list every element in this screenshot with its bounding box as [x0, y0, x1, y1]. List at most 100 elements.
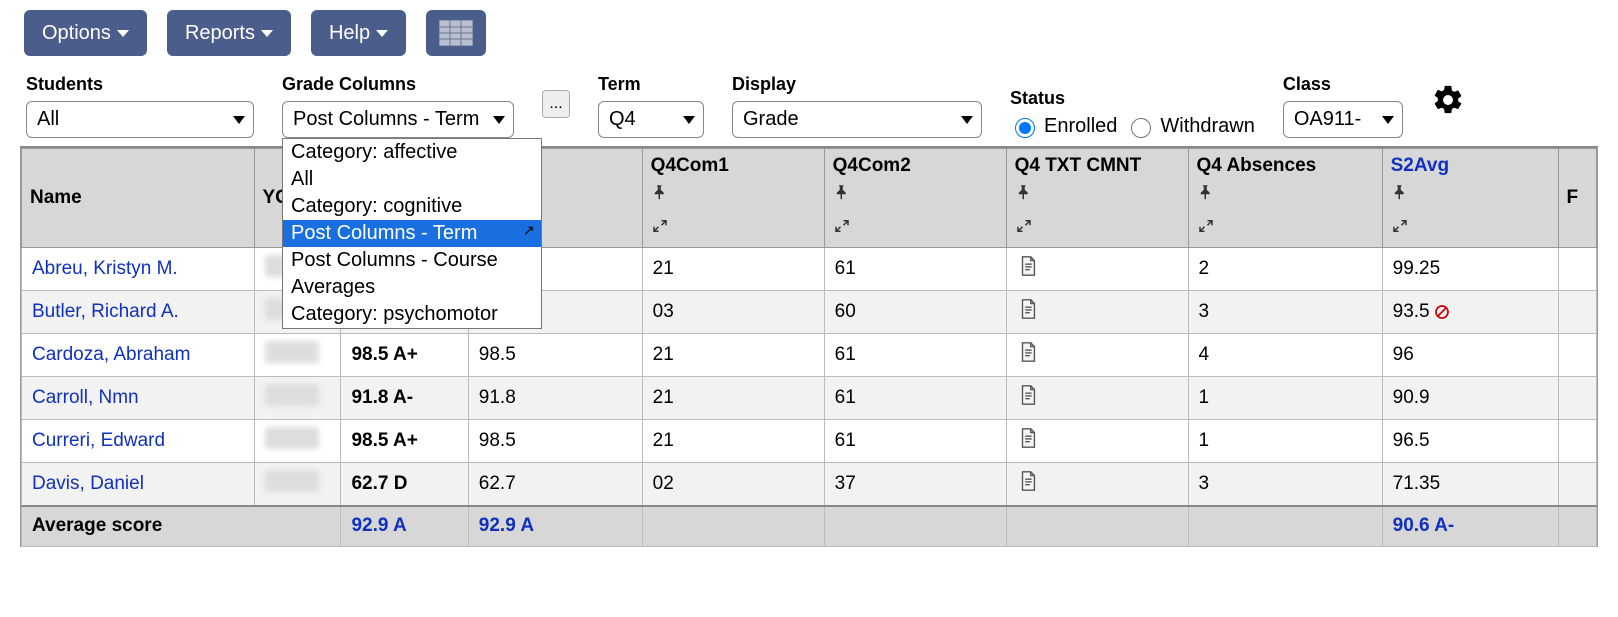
expand-icon[interactable]: [833, 217, 998, 241]
student-link[interactable]: Butler, Richard A.: [32, 301, 179, 322]
student-link[interactable]: Abreu, Kristyn M.: [32, 258, 178, 279]
grade-columns-option[interactable]: Category: psychomotor: [283, 301, 541, 328]
student-link[interactable]: Carroll, Nmn: [32, 387, 139, 408]
col-last[interactable]: F: [1558, 149, 1596, 248]
redacted-value: [265, 341, 319, 363]
cell-txtcmnt[interactable]: [1006, 291, 1188, 334]
cell-s2avg[interactable]: 96: [1382, 334, 1558, 377]
pin-icon[interactable]: [1391, 183, 1550, 207]
cell-com2[interactable]: 61: [824, 334, 1006, 377]
cell-absences[interactable]: 3: [1188, 291, 1382, 334]
expand-icon[interactable]: [1391, 217, 1550, 241]
cell-absences[interactable]: 4: [1188, 334, 1382, 377]
cell-absences[interactable]: 1: [1188, 420, 1382, 463]
pin-icon[interactable]: [1015, 183, 1180, 207]
cell-grade[interactable]: 98.5: [468, 420, 642, 463]
document-icon[interactable]: [1017, 305, 1039, 326]
document-icon[interactable]: [1017, 434, 1039, 455]
cell-com2[interactable]: 60: [824, 291, 1006, 334]
grade-columns-select[interactable]: Post Columns - Term: [282, 101, 514, 138]
expand-icon[interactable]: [1015, 217, 1180, 241]
col-q4txtcmnt[interactable]: Q4 TXT CMNT: [1006, 149, 1188, 248]
students-select[interactable]: All: [26, 101, 254, 138]
cell-last[interactable]: [1558, 420, 1596, 463]
col-q4com2[interactable]: Q4Com2: [824, 149, 1006, 248]
grade-columns-option[interactable]: Category: cognitive: [283, 193, 541, 220]
term-select[interactable]: Q4: [598, 101, 704, 138]
cell-s2avg[interactable]: 99.25: [1382, 248, 1558, 291]
status-label: Status: [1010, 88, 1255, 109]
cell-txtcmnt[interactable]: [1006, 377, 1188, 420]
cell-last[interactable]: [1558, 248, 1596, 291]
grade-columns-option[interactable]: Averages: [283, 274, 541, 301]
grade-columns-more-button[interactable]: ...: [542, 90, 570, 118]
grade-columns-value: Post Columns - Term: [293, 108, 479, 130]
cell-com2[interactable]: 61: [824, 248, 1006, 291]
pin-icon[interactable]: [1197, 183, 1374, 207]
cell-s2avg[interactable]: 90.9: [1382, 377, 1558, 420]
cell-txtcmnt[interactable]: [1006, 420, 1188, 463]
cell-last[interactable]: [1558, 291, 1596, 334]
class-select[interactable]: OA911-: [1283, 101, 1403, 138]
document-icon[interactable]: [1017, 391, 1039, 412]
cell-grade[interactable]: 62.7: [468, 463, 642, 507]
grade-columns-option[interactable]: All: [283, 166, 541, 193]
cell-com1[interactable]: 03: [642, 291, 824, 334]
grade-columns-option[interactable]: Category: affective: [283, 139, 541, 166]
cell-com1[interactable]: 21: [642, 248, 824, 291]
cell-com1[interactable]: 21: [642, 334, 824, 377]
options-button[interactable]: Options: [24, 10, 147, 56]
cell-yog: [254, 377, 341, 420]
cell-last[interactable]: [1558, 463, 1596, 507]
pin-icon[interactable]: [651, 183, 816, 207]
cell-txtcmnt[interactable]: [1006, 334, 1188, 377]
document-icon[interactable]: [1017, 348, 1039, 369]
cell-avg[interactable]: 98.5 A+: [341, 420, 468, 463]
average-txt: [1006, 506, 1188, 546]
expand-icon[interactable]: [651, 217, 816, 241]
status-withdrawn-label: Withdrawn: [1160, 115, 1254, 138]
status-withdrawn-radio[interactable]: [1131, 118, 1151, 138]
cell-grade[interactable]: 98.5: [468, 334, 642, 377]
cell-s2avg[interactable]: 96.5: [1382, 420, 1558, 463]
cell-txtcmnt[interactable]: [1006, 463, 1188, 507]
grade-columns-option[interactable]: Post Columns - Term↖: [283, 220, 541, 247]
student-link[interactable]: Davis, Daniel: [32, 473, 144, 494]
cell-avg[interactable]: 62.7 D: [341, 463, 468, 507]
cell-grade[interactable]: 91.8: [468, 377, 642, 420]
display-select[interactable]: Grade: [732, 101, 982, 138]
reports-button[interactable]: Reports: [167, 10, 291, 56]
grade-columns-option[interactable]: Post Columns - Course: [283, 247, 541, 274]
settings-gear-icon[interactable]: [1431, 83, 1465, 126]
cell-s2avg[interactable]: 71.35: [1382, 463, 1558, 507]
cell-absences[interactable]: 2: [1188, 248, 1382, 291]
col-q4com1[interactable]: Q4Com1: [642, 149, 824, 248]
cell-absences[interactable]: 3: [1188, 463, 1382, 507]
document-icon[interactable]: [1017, 477, 1039, 498]
status-enrolled-radio[interactable]: [1015, 118, 1035, 138]
cell-s2avg[interactable]: 93.5: [1382, 291, 1558, 334]
cell-com1[interactable]: 21: [642, 377, 824, 420]
table-row: Carroll, Nmn 91.8 A-91.82161 190.9: [22, 377, 1597, 420]
cell-absences[interactable]: 1: [1188, 377, 1382, 420]
document-icon[interactable]: [1017, 262, 1039, 283]
cell-com2[interactable]: 37: [824, 463, 1006, 507]
cell-com2[interactable]: 61: [824, 377, 1006, 420]
cell-txtcmnt[interactable]: [1006, 248, 1188, 291]
cell-avg[interactable]: 91.8 A-: [341, 377, 468, 420]
help-button[interactable]: Help: [311, 10, 406, 56]
pin-icon[interactable]: [833, 183, 998, 207]
col-name[interactable]: Name: [22, 149, 255, 248]
cell-com1[interactable]: 02: [642, 463, 824, 507]
expand-icon[interactable]: [1197, 217, 1374, 241]
cell-avg[interactable]: 98.5 A+: [341, 334, 468, 377]
cell-com2[interactable]: 61: [824, 420, 1006, 463]
col-s2avg[interactable]: S2Avg: [1382, 149, 1558, 248]
student-link[interactable]: Curreri, Edward: [32, 430, 165, 451]
cell-com1[interactable]: 21: [642, 420, 824, 463]
student-link[interactable]: Cardoza, Abraham: [32, 344, 190, 365]
spreadsheet-view-button[interactable]: [426, 10, 486, 56]
cell-last[interactable]: [1558, 334, 1596, 377]
col-q4absences[interactable]: Q4 Absences: [1188, 149, 1382, 248]
cell-last[interactable]: [1558, 377, 1596, 420]
